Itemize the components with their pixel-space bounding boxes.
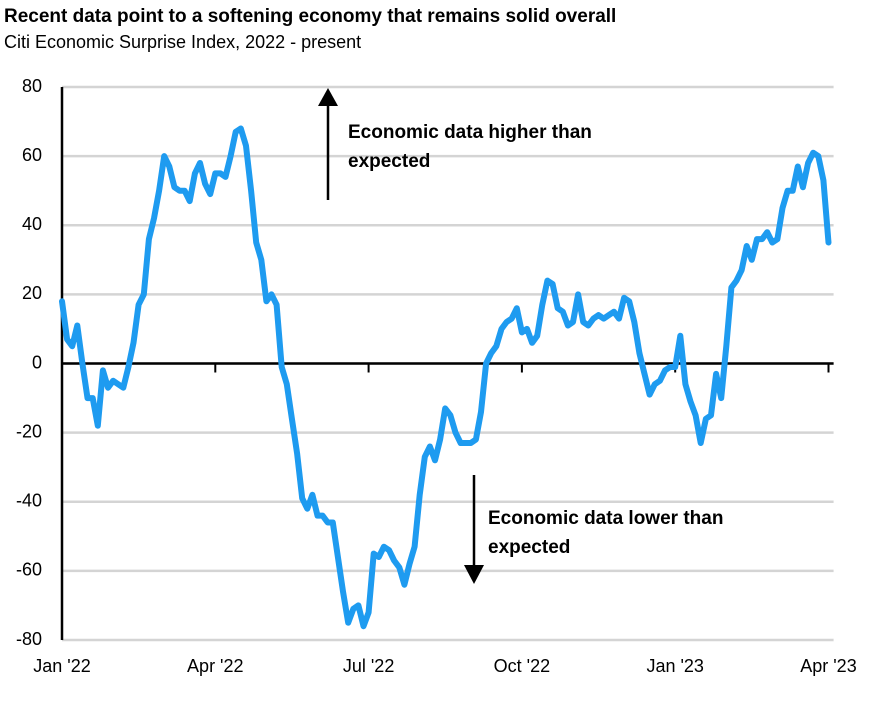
annotation: Economic data higher than (348, 122, 592, 143)
annotation: expected (488, 537, 570, 558)
y-tick-label: -20 (16, 421, 42, 441)
annotation: Economic data lower than (488, 508, 723, 529)
y-tick-label: 60 (22, 145, 42, 165)
x-tick-label: Oct '22 (494, 656, 550, 676)
x-tick-label: Jul '22 (343, 656, 394, 676)
x-tick-label: Apr '23 (800, 656, 856, 676)
y-tick-label: 0 (32, 352, 42, 372)
data-line (59, 125, 832, 630)
y-tick-label: -80 (16, 629, 42, 649)
y-tick-label: -40 (16, 491, 42, 511)
y-tick-label: -60 (16, 560, 42, 580)
y-tick-label: 40 (22, 214, 42, 234)
y-tick-label: 20 (22, 283, 42, 303)
annotation: expected (348, 151, 430, 172)
x-tick-label: Jan '22 (33, 656, 90, 676)
chart-subtitle: Citi Economic Surprise Index, 2022 - pre… (4, 32, 361, 52)
x-tick-label: Apr '22 (187, 656, 243, 676)
up-arrow-head (318, 88, 338, 106)
down-arrow-head (464, 565, 484, 584)
y-tick-label: 80 (22, 76, 42, 96)
x-tick-label: Jan '23 (646, 656, 703, 676)
chart-title: Recent data point to a softening economy… (4, 6, 616, 27)
